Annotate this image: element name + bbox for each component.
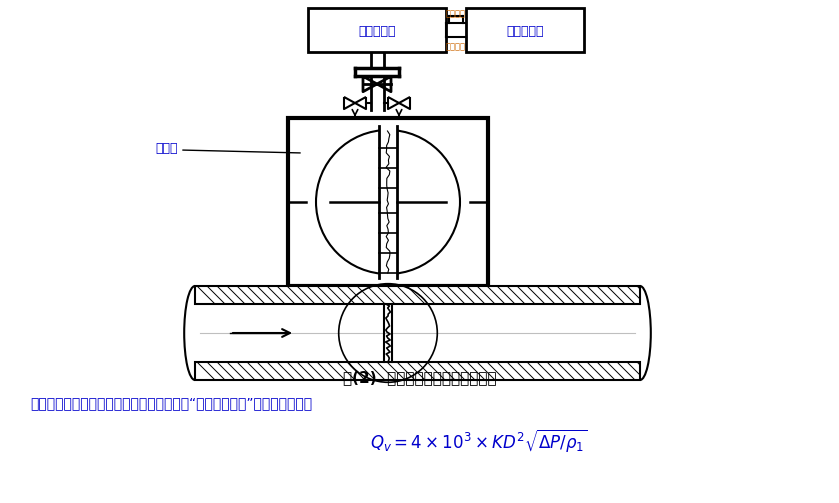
Text: 流量计算机: 流量计算机 [506,25,544,38]
Bar [195,286,640,304]
Bar [466,8,584,52]
Text: 通讯协议: 通讯协议 [446,9,466,18]
Text: 电流信号: 电流信号 [446,42,466,51]
Text: 差压变送器: 差压变送器 [358,25,396,38]
Bar [288,118,488,286]
Text: 图(2)  阿牛巴流量计工作原理简图: 图(2) 阿牛巴流量计工作原理简图 [343,370,497,385]
Bar [379,126,397,278]
Bar [308,8,446,52]
Bar [195,362,640,380]
Text: 流量计: 流量计 [155,141,178,154]
Text: 忽略一些影响不大的因素，按速算式推导出“阿牛巴流量计”的理论方程式：: 忽略一些影响不大的因素，按速算式推导出“阿牛巴流量计”的理论方程式： [30,396,312,410]
Bar [195,304,640,362]
Text: $Q_v=4\times10^3\times KD^2\sqrt{\Delta P/\rho_1}$: $Q_v=4\times10^3\times KD^2\sqrt{\Delta … [370,428,588,455]
